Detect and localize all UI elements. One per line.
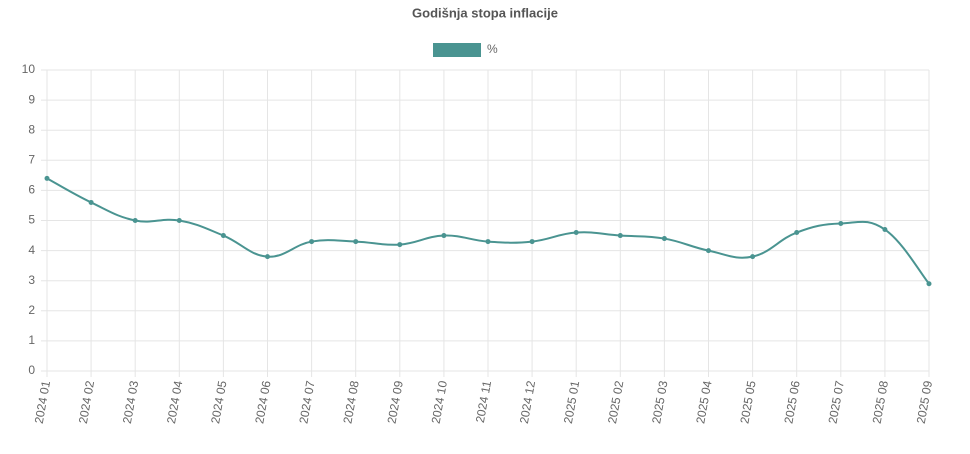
y-tick-label: 9 xyxy=(28,92,35,106)
point xyxy=(529,239,535,245)
point xyxy=(661,236,667,242)
x-tick-label: 2025 09 xyxy=(914,379,935,424)
y-tick-label: 3 xyxy=(28,273,35,287)
point xyxy=(794,230,800,236)
point xyxy=(353,239,359,245)
x-tick-label: 2024 02 xyxy=(76,379,97,424)
point xyxy=(485,239,491,245)
y-tick-label: 1 xyxy=(28,333,35,347)
point xyxy=(750,254,756,260)
x-tick-label: 2025 07 xyxy=(826,379,847,424)
x-tick-label: 2024 03 xyxy=(120,379,141,424)
point xyxy=(882,227,888,233)
point xyxy=(617,233,623,239)
x-tick-label: 2024 05 xyxy=(208,379,229,424)
y-tick-label: 0 xyxy=(28,363,35,377)
y-tick-label: 6 xyxy=(28,183,35,197)
chart-title: Godišnja stopa inflacije xyxy=(412,5,558,20)
x-tick-label: 2025 04 xyxy=(693,379,714,424)
legend-label: % xyxy=(487,42,498,56)
x-tick-label: 2024 07 xyxy=(296,379,317,424)
x-tick-label: 2024 08 xyxy=(340,379,361,424)
x-tick-label: 2024 10 xyxy=(429,379,450,424)
x-tick-label: 2024 09 xyxy=(385,379,406,424)
x-tick-label: 2025 01 xyxy=(561,379,582,424)
point xyxy=(220,233,226,239)
point xyxy=(309,239,315,245)
point xyxy=(838,221,844,227)
point xyxy=(573,230,579,236)
legend-swatch xyxy=(433,43,481,57)
x-tick-label: 2024 04 xyxy=(164,379,185,424)
x-tick-label: 2025 03 xyxy=(649,379,670,424)
x-tick-label: 2024 11 xyxy=(473,379,494,424)
y-tick-label: 2 xyxy=(28,303,35,317)
y-tick-label: 8 xyxy=(28,122,35,136)
point xyxy=(132,218,138,223)
point xyxy=(926,281,932,287)
point xyxy=(706,248,711,254)
y-tick-label: 5 xyxy=(28,213,35,227)
x-tick-label: 2025 02 xyxy=(605,379,626,424)
y-tick-label: 10 xyxy=(22,62,36,76)
x-tick-label: 2025 08 xyxy=(870,379,891,424)
x-tick-label: 2025 05 xyxy=(737,379,758,424)
point xyxy=(397,242,403,248)
point xyxy=(176,218,182,223)
x-tick-label: 2024 01 xyxy=(32,379,53,424)
x-tick-label: 2024 06 xyxy=(252,379,273,424)
point xyxy=(441,233,447,239)
x-tick-label: 2024 12 xyxy=(517,379,538,424)
point xyxy=(44,175,50,181)
x-tick-label: 2025 06 xyxy=(781,379,802,424)
point xyxy=(265,254,270,260)
point xyxy=(88,199,94,205)
y-tick-label: 7 xyxy=(28,152,35,166)
y-tick-label: 4 xyxy=(28,243,35,257)
